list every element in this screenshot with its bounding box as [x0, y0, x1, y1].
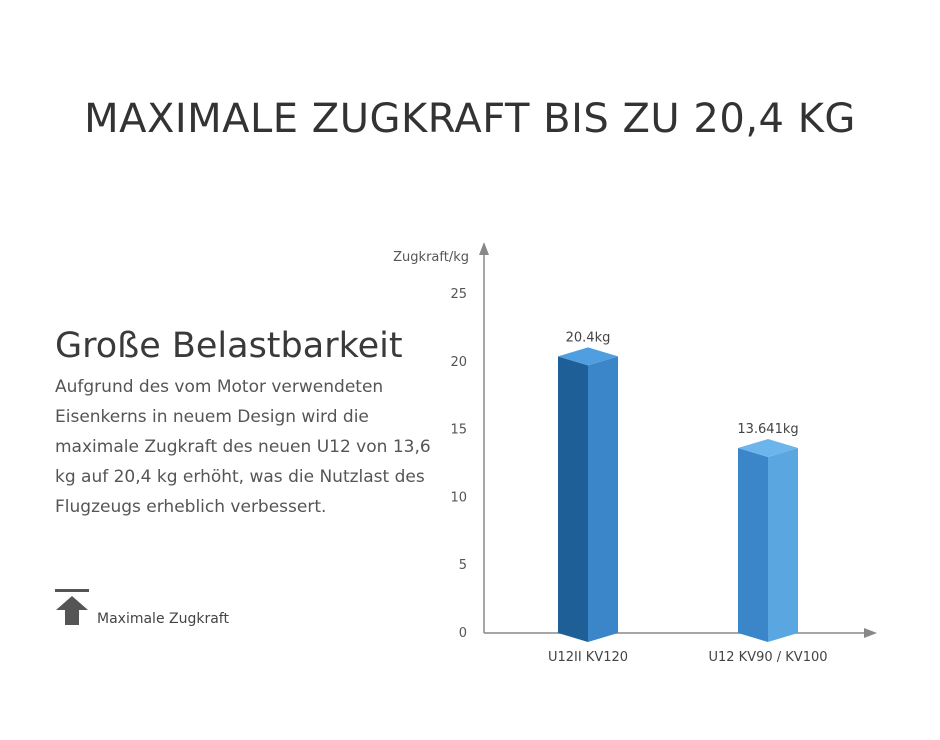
bar: 13.641kg U12 KV90 / KV100 [708, 422, 827, 665]
x-axis-arrow [864, 628, 877, 638]
feature-heading: Große Belastbarkeit [55, 326, 403, 366]
chart-legend: Maximale Zugkraft [55, 589, 275, 629]
bar-left-face [558, 356, 588, 642]
bar-top-face [558, 347, 618, 366]
y-axis-arrow [479, 242, 489, 255]
bar-top-face [738, 439, 798, 458]
bars-group: 20.4kg U12II KV120 13.641kg U12 KV90 / KV10… [548, 330, 828, 665]
bar-right-face [588, 356, 618, 642]
bar-left-face [738, 448, 768, 642]
bar-value-label: 13.641kg [737, 422, 798, 437]
bar: 20.4kg U12II KV120 [548, 330, 628, 665]
y-axis-title: Zugkraft/kg [393, 250, 469, 265]
y-tick-label: 5 [459, 558, 467, 573]
x-category-label: U12 KV90 / KV100 [708, 650, 827, 665]
y-tick-label: 15 [450, 423, 467, 438]
bar-value-label: 20.4kg [566, 330, 611, 345]
y-tick-label: 25 [450, 287, 467, 302]
up-arrow-icon [55, 589, 89, 625]
y-tick-label: 0 [459, 626, 467, 641]
y-tick-label: 20 [450, 355, 467, 370]
feature-description: Aufgrund des vom Motor verwendeten Eisen… [55, 377, 431, 517]
page-title: MAXIMALE ZUGKRAFT BIS ZU 20,4 KG [84, 96, 856, 142]
y-tick-labels: 0 5 10 15 20 25 [450, 287, 467, 641]
y-tick-label: 10 [450, 490, 467, 505]
x-category-label: U12II KV120 [548, 650, 628, 665]
legend-label: Maximale Zugkraft [97, 611, 229, 627]
bar-right-face [768, 448, 798, 642]
